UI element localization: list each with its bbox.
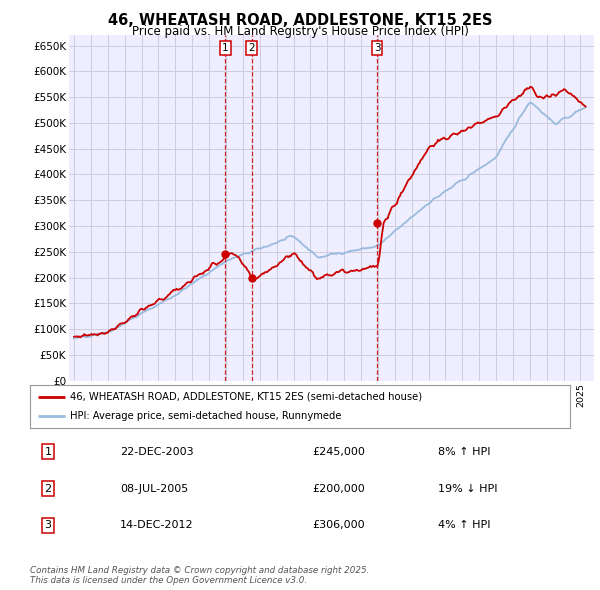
Text: 1: 1 — [222, 43, 229, 53]
Text: Contains HM Land Registry data © Crown copyright and database right 2025.
This d: Contains HM Land Registry data © Crown c… — [30, 566, 370, 585]
Text: 08-JUL-2005: 08-JUL-2005 — [120, 484, 188, 493]
Text: 3: 3 — [374, 43, 380, 53]
Text: £306,000: £306,000 — [312, 520, 365, 530]
Text: 46, WHEATASH ROAD, ADDLESTONE, KT15 2ES: 46, WHEATASH ROAD, ADDLESTONE, KT15 2ES — [108, 13, 492, 28]
Text: 19% ↓ HPI: 19% ↓ HPI — [438, 484, 497, 493]
Text: 8% ↑ HPI: 8% ↑ HPI — [438, 447, 491, 457]
Text: £200,000: £200,000 — [312, 484, 365, 493]
Text: 4% ↑ HPI: 4% ↑ HPI — [438, 520, 491, 530]
Text: 2: 2 — [248, 43, 255, 53]
Text: 1: 1 — [44, 447, 52, 457]
Text: £245,000: £245,000 — [312, 447, 365, 457]
Text: Price paid vs. HM Land Registry's House Price Index (HPI): Price paid vs. HM Land Registry's House … — [131, 25, 469, 38]
Text: 14-DEC-2012: 14-DEC-2012 — [120, 520, 194, 530]
Text: 2: 2 — [44, 484, 52, 493]
Text: 46, WHEATASH ROAD, ADDLESTONE, KT15 2ES (semi-detached house): 46, WHEATASH ROAD, ADDLESTONE, KT15 2ES … — [71, 392, 422, 402]
Text: 22-DEC-2003: 22-DEC-2003 — [120, 447, 194, 457]
Text: 3: 3 — [44, 520, 52, 530]
Text: HPI: Average price, semi-detached house, Runnymede: HPI: Average price, semi-detached house,… — [71, 411, 342, 421]
